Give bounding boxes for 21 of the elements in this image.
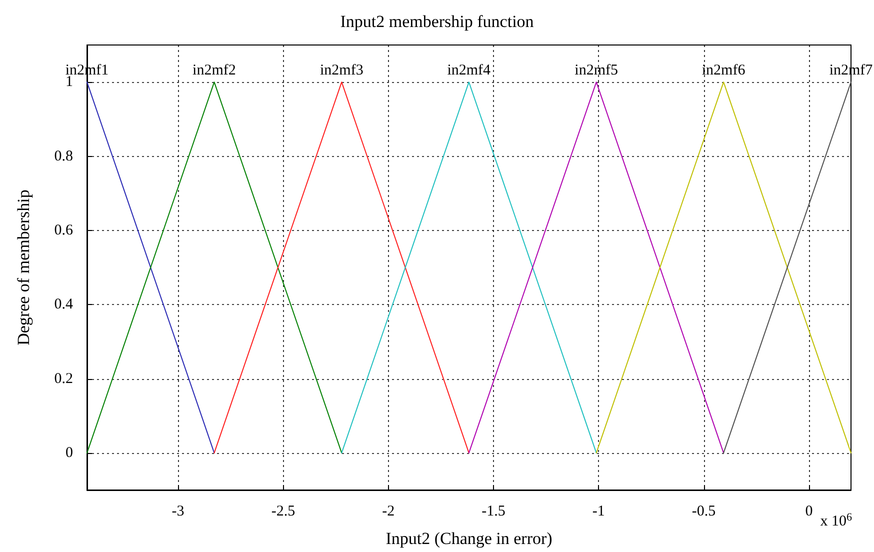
x-tick-label: 0	[805, 504, 813, 520]
y-axis-title: Degree of membership	[14, 190, 33, 346]
series-label: in2mf6	[702, 62, 746, 79]
x-tick-label: -2.5	[271, 504, 296, 520]
series-label: in2mf5	[574, 62, 618, 79]
x-tick-label: -3	[172, 504, 184, 520]
series-label: in2mf4	[447, 62, 492, 79]
chart-title: Input2 membership function	[340, 12, 534, 31]
y-tick-label: 0.6	[54, 222, 74, 238]
series-label: in2mf3	[320, 62, 364, 79]
x-axis-title: Input2 (Change in error)	[386, 529, 552, 548]
x-tick-label: -1.5	[482, 504, 506, 520]
y-tick-label: 1	[66, 74, 73, 90]
x-tick-label: -1	[592, 504, 605, 520]
y-tick-label: 0	[66, 444, 73, 461]
y-tick-label: 0.8	[54, 148, 73, 164]
x-tick-label: -2	[382, 504, 395, 520]
series-label: in2mf2	[192, 62, 236, 79]
y-tick-label: 0.2	[54, 370, 73, 387]
x-tick-label: -0.5	[692, 504, 716, 520]
y-tick-label: 0.4	[54, 296, 74, 313]
